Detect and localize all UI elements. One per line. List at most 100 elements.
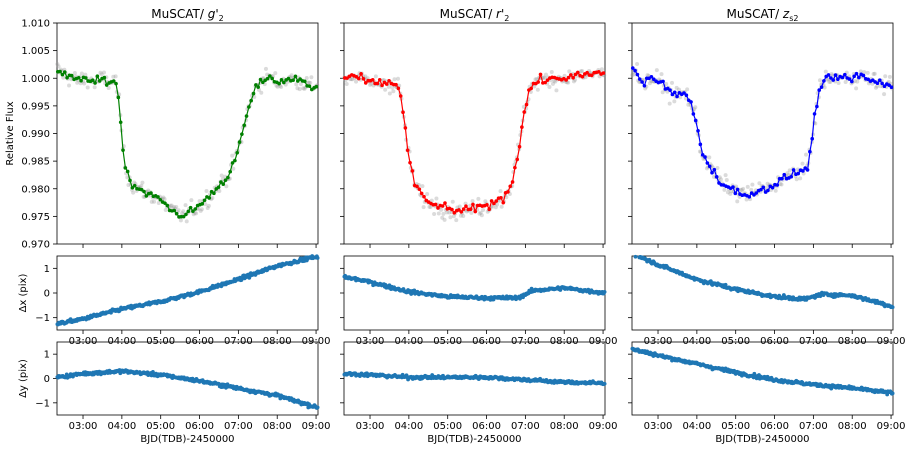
- x-tick-label: 05:00: [433, 336, 462, 347]
- binned-point: [398, 94, 403, 98]
- panel-title-1: MuSCAT/ g'2: [151, 7, 223, 23]
- raw-point: [307, 80, 312, 85]
- raw-point: [647, 81, 652, 86]
- binned-point: [770, 185, 775, 190]
- binned-point: [698, 142, 703, 147]
- x-tick-label: 05:00: [433, 421, 462, 432]
- raw-point: [56, 64, 61, 69]
- binned-point: [471, 202, 475, 207]
- raw-point: [567, 69, 572, 74]
- binned-point: [501, 200, 506, 205]
- binned-point: [696, 128, 700, 133]
- raw-point: [163, 208, 168, 213]
- raw-point: [146, 188, 151, 193]
- binned-point: [286, 76, 291, 81]
- binned-point: [815, 104, 819, 109]
- raw-point: [794, 177, 799, 182]
- binned-point: [132, 183, 137, 188]
- centroid-points: [342, 370, 607, 387]
- raw-point: [654, 68, 659, 73]
- binned-point: [637, 77, 642, 81]
- raw-point: [534, 77, 539, 82]
- binned-points: [342, 69, 606, 215]
- binned-point: [759, 187, 763, 192]
- centroid-point: [723, 282, 728, 287]
- centroid-points: [342, 273, 607, 302]
- binned-point: [93, 81, 97, 85]
- binned-point: [156, 195, 160, 199]
- binned-point: [640, 80, 644, 84]
- raw-point: [674, 85, 679, 90]
- binned-point: [293, 74, 298, 79]
- binned-point: [282, 80, 286, 85]
- raw-point: [301, 86, 306, 91]
- centroid-point: [315, 405, 320, 410]
- raw-point: [552, 78, 557, 83]
- binned-point: [149, 191, 153, 195]
- raw-point: [635, 62, 640, 67]
- binned-point: [566, 75, 571, 80]
- binned-point: [419, 191, 424, 196]
- raw-point: [798, 176, 803, 181]
- binned-point: [219, 180, 223, 184]
- binned-point: [165, 203, 170, 208]
- binned-point: [76, 75, 81, 80]
- raw-point: [67, 83, 72, 88]
- binned-point: [230, 161, 235, 165]
- raw-point: [498, 189, 503, 194]
- binned-point: [417, 187, 422, 192]
- binned-point: [128, 178, 132, 183]
- x-axis-label: BJD(TDB)-2450000: [715, 434, 809, 445]
- binned-point: [836, 77, 840, 82]
- raw-point: [566, 80, 571, 85]
- binned-point: [707, 164, 712, 169]
- binned-point: [223, 178, 228, 182]
- raw-point: [693, 105, 698, 110]
- raw-point: [735, 199, 740, 204]
- binned-point: [710, 170, 714, 175]
- y-axis-label-dy: Δy (pix): [18, 359, 29, 398]
- binned-point: [775, 183, 780, 187]
- y-tick-label: 1: [44, 350, 50, 361]
- binned-point: [249, 98, 253, 103]
- raw-point: [722, 187, 727, 192]
- raw-point: [203, 202, 208, 207]
- raw-point: [637, 80, 642, 85]
- raw-point: [83, 72, 88, 77]
- raw-point: [672, 99, 677, 104]
- raw-point: [678, 95, 683, 100]
- raw-point: [444, 210, 449, 215]
- binned-point: [630, 66, 635, 70]
- binned-point: [812, 112, 817, 116]
- raw-point: [348, 77, 353, 82]
- dy-panel-2: 03:00 04:00 05:00 06:00 07:00 08:00 09:00: [340, 341, 617, 432]
- raw-point: [425, 192, 430, 197]
- binned-point: [700, 153, 705, 157]
- raw-point: [139, 183, 144, 188]
- binned-line: [57, 70, 317, 218]
- binned-point: [377, 77, 382, 82]
- binned-point: [202, 198, 207, 203]
- centroid-points: [633, 254, 895, 310]
- raw-point: [101, 70, 106, 75]
- binned-point: [882, 84, 887, 89]
- binned-point: [847, 77, 852, 81]
- binned-point: [733, 191, 738, 196]
- binned-point: [359, 71, 363, 76]
- binned-point: [130, 185, 135, 190]
- raw-point: [667, 101, 672, 106]
- binned-point: [181, 214, 186, 219]
- raw-point: [197, 199, 202, 204]
- raw-point: [219, 173, 224, 178]
- binned-point: [375, 81, 380, 86]
- raw-points: [342, 67, 607, 223]
- y-tick-label: −1: [35, 398, 50, 409]
- x-tick-label: 05:00: [721, 421, 750, 432]
- raw-point: [55, 62, 60, 67]
- binned-point: [58, 69, 62, 74]
- binned-point: [857, 75, 861, 80]
- raw-point: [92, 85, 97, 90]
- raw-point: [184, 219, 189, 224]
- binned-point: [240, 132, 244, 136]
- raw-point: [829, 72, 834, 77]
